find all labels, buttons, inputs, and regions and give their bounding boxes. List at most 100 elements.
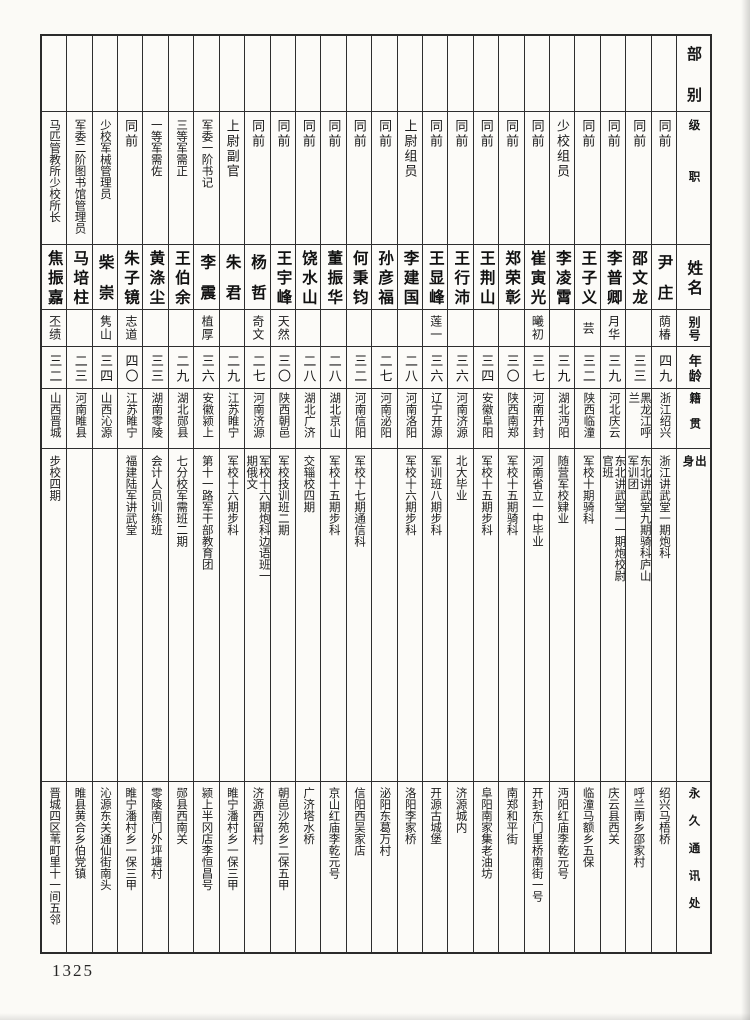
name-cell: 马培柱 xyxy=(67,245,92,310)
age-text: 二七 xyxy=(250,353,266,384)
age-text: 二七 xyxy=(377,353,393,384)
unit-cell xyxy=(600,36,626,112)
alias-cell: 曦初 xyxy=(524,310,549,347)
personnel-roster-table: 部别 级职 姓名 别号 年龄 籍贯 出身 永久通讯处 同前 尹庄 荫椿 四九 浙… xyxy=(40,34,712,954)
name-text: 王子义 xyxy=(579,249,597,309)
age-text: 二八 xyxy=(301,353,317,384)
unit-cell xyxy=(245,36,270,112)
rank-cell: 同前 xyxy=(600,112,626,245)
address-cell: 郧县西南关 xyxy=(169,782,193,952)
origin-text: 河南泌阳 xyxy=(379,392,392,438)
origin-text: 河南开封 xyxy=(531,392,544,438)
name-text: 何秉钧 xyxy=(350,249,368,309)
background-cell: 交辎校四期 xyxy=(295,449,321,782)
background-cell: 军校十五期步科 xyxy=(473,449,499,782)
address-text: 呼兰南乡邵家村 xyxy=(632,787,645,868)
origin-text: 河北庆云 xyxy=(607,392,620,438)
origin-cell: 湖北沔阳 xyxy=(549,389,575,449)
rank-cell: 同前 xyxy=(499,112,524,245)
background-text: 军校十期骑科 xyxy=(581,455,594,524)
person-column-7: 同前 郑荣彰 三〇 陕西南郑 军校十五期骑科 南郑和平街 xyxy=(498,36,524,952)
name-text: 王荆山 xyxy=(477,249,495,309)
unit-cell xyxy=(524,36,549,112)
age-text: 三六 xyxy=(453,353,469,384)
age-cell: 三六 xyxy=(194,347,219,389)
background-cell: 军校十六期步科 xyxy=(397,449,422,782)
alias-cell xyxy=(168,310,194,347)
alias-text: 隽山 xyxy=(98,315,113,341)
address-cell: 沁源东关通仙街南头 xyxy=(93,782,117,952)
rank-cell: 马匹管教所少校所长 xyxy=(41,112,67,245)
origin-cell: 安徽阜阳 xyxy=(473,389,499,449)
name-text: 尹庄 xyxy=(655,254,673,310)
alias-cell xyxy=(448,310,473,347)
unit-cell xyxy=(397,36,422,112)
rank-cell: 同前 xyxy=(321,112,346,245)
alias-cell xyxy=(372,310,397,347)
rank-text: 军委二阶图书馆管理员 xyxy=(73,119,86,234)
rank-cell: 同前 xyxy=(524,112,549,245)
background-text: 军校十六期炮科边语班一期俄文 xyxy=(245,455,270,582)
unit-cell xyxy=(372,36,397,112)
scan-edge-shadow-right xyxy=(741,0,750,1020)
age-cell: 三六 xyxy=(422,347,448,389)
address-cell: 阜阳南家集老油坊 xyxy=(474,782,498,952)
origin-cell: 湖北京山 xyxy=(321,389,346,449)
name-cell: 焦振嘉 xyxy=(41,245,67,310)
person-column-25: 马匹管教所少校所长 焦振嘉 丕绩 三二 山西晋城 步校四期 晋城四区苇町里十一间… xyxy=(41,36,67,952)
header-cell-age: 年龄 xyxy=(677,347,710,389)
address-cell: 京山红庙李乾元号 xyxy=(321,782,345,952)
alias-cell: 荫椿 xyxy=(651,310,676,347)
origin-text: 湖北郧县 xyxy=(175,392,188,438)
age-text: 三四 xyxy=(98,353,114,384)
person-column-8: 同前 王荆山 三四 安徽阜阳 军校十五期步科 阜阳南家集老油坊 xyxy=(472,36,499,952)
rank-text: 马匹管教所少校所长 xyxy=(48,119,61,223)
name-text: 李凌霄 xyxy=(553,249,571,309)
rank-cell: 上尉组员 xyxy=(397,112,422,245)
background-text: 河南省立一中毕业 xyxy=(530,455,543,547)
age-text: 三六 xyxy=(428,353,444,384)
address-text: 零陵南门外坪塘村 xyxy=(149,787,162,879)
name-cell: 朱君 xyxy=(219,245,245,310)
address-cell: 绍兴马梧桥 xyxy=(652,782,676,952)
rank-cell: 同前 xyxy=(295,112,321,245)
address-text: 京山红庙李乾元号 xyxy=(327,787,340,879)
background-cell: 随营军校肄业 xyxy=(549,449,575,782)
alias-cell: 天然 xyxy=(270,310,295,347)
origin-cell: 辽宁开源 xyxy=(422,389,448,449)
address-text: 信阳西吴家店 xyxy=(352,787,365,856)
age-text: 三二 xyxy=(352,353,368,384)
name-text: 马培柱 xyxy=(71,249,89,309)
rank-text: 同前 xyxy=(605,119,621,149)
background-text: 军训班八期步科 xyxy=(429,455,442,536)
name-cell: 孙彦福 xyxy=(372,245,397,310)
rank-cell: 军委二阶图书馆管理员 xyxy=(67,112,92,245)
origin-cell: 河南信阳 xyxy=(346,389,372,449)
address-text: 睢宁潘村乡一保三甲 xyxy=(225,787,238,891)
name-cell: 王显峰 xyxy=(422,245,448,310)
alias-text: 志道 xyxy=(123,315,138,341)
address-text: 睢县黄合乡伯党镇 xyxy=(73,787,86,879)
address-cell: 泌阳东葛万村 xyxy=(372,782,396,952)
alias-cell: 植厚 xyxy=(194,310,219,347)
rank-cell: 上尉副官 xyxy=(219,112,245,245)
name-text: 邵文龙 xyxy=(630,249,648,309)
background-text: 军校十六期步科 xyxy=(403,455,416,536)
person-column-13: 同前 何秉钧 三二 河南信阳 军校十七期通信科 信阳西吴家店 xyxy=(345,36,372,952)
origin-cell: 陕西临潼 xyxy=(575,389,600,449)
address-cell: 呼兰南乡邵家村 xyxy=(626,782,650,952)
name-cell: 王荆山 xyxy=(473,245,499,310)
person-column-17: 同前 杨哲 奇文 二七 河南济源 军校十六期炮科边语班一期俄文 济源西留村 xyxy=(244,36,270,952)
person-column-24: 军委二阶图书馆管理员 马培柱 二三 河南睢县 睢县黄合乡伯党镇 xyxy=(66,36,92,952)
person-column-1: 同前 尹庄 荫椿 四九 浙江绍兴 浙江讲武堂一期炮科 绍兴马梧桥 xyxy=(650,36,676,952)
address-cell: 开封东门里桥南街一号 xyxy=(525,782,549,952)
origin-cell: 安徽颍上 xyxy=(194,389,219,449)
name-cell: 李凌霄 xyxy=(549,245,575,310)
age-text: 三三 xyxy=(631,353,647,384)
rank-text: 同前 xyxy=(326,119,342,149)
rank-cell: 三等军需正 xyxy=(168,112,194,245)
background-cell xyxy=(372,449,397,782)
name-text: 李震 xyxy=(198,254,216,310)
unit-cell xyxy=(295,36,321,112)
age-text: 三三 xyxy=(148,353,164,384)
